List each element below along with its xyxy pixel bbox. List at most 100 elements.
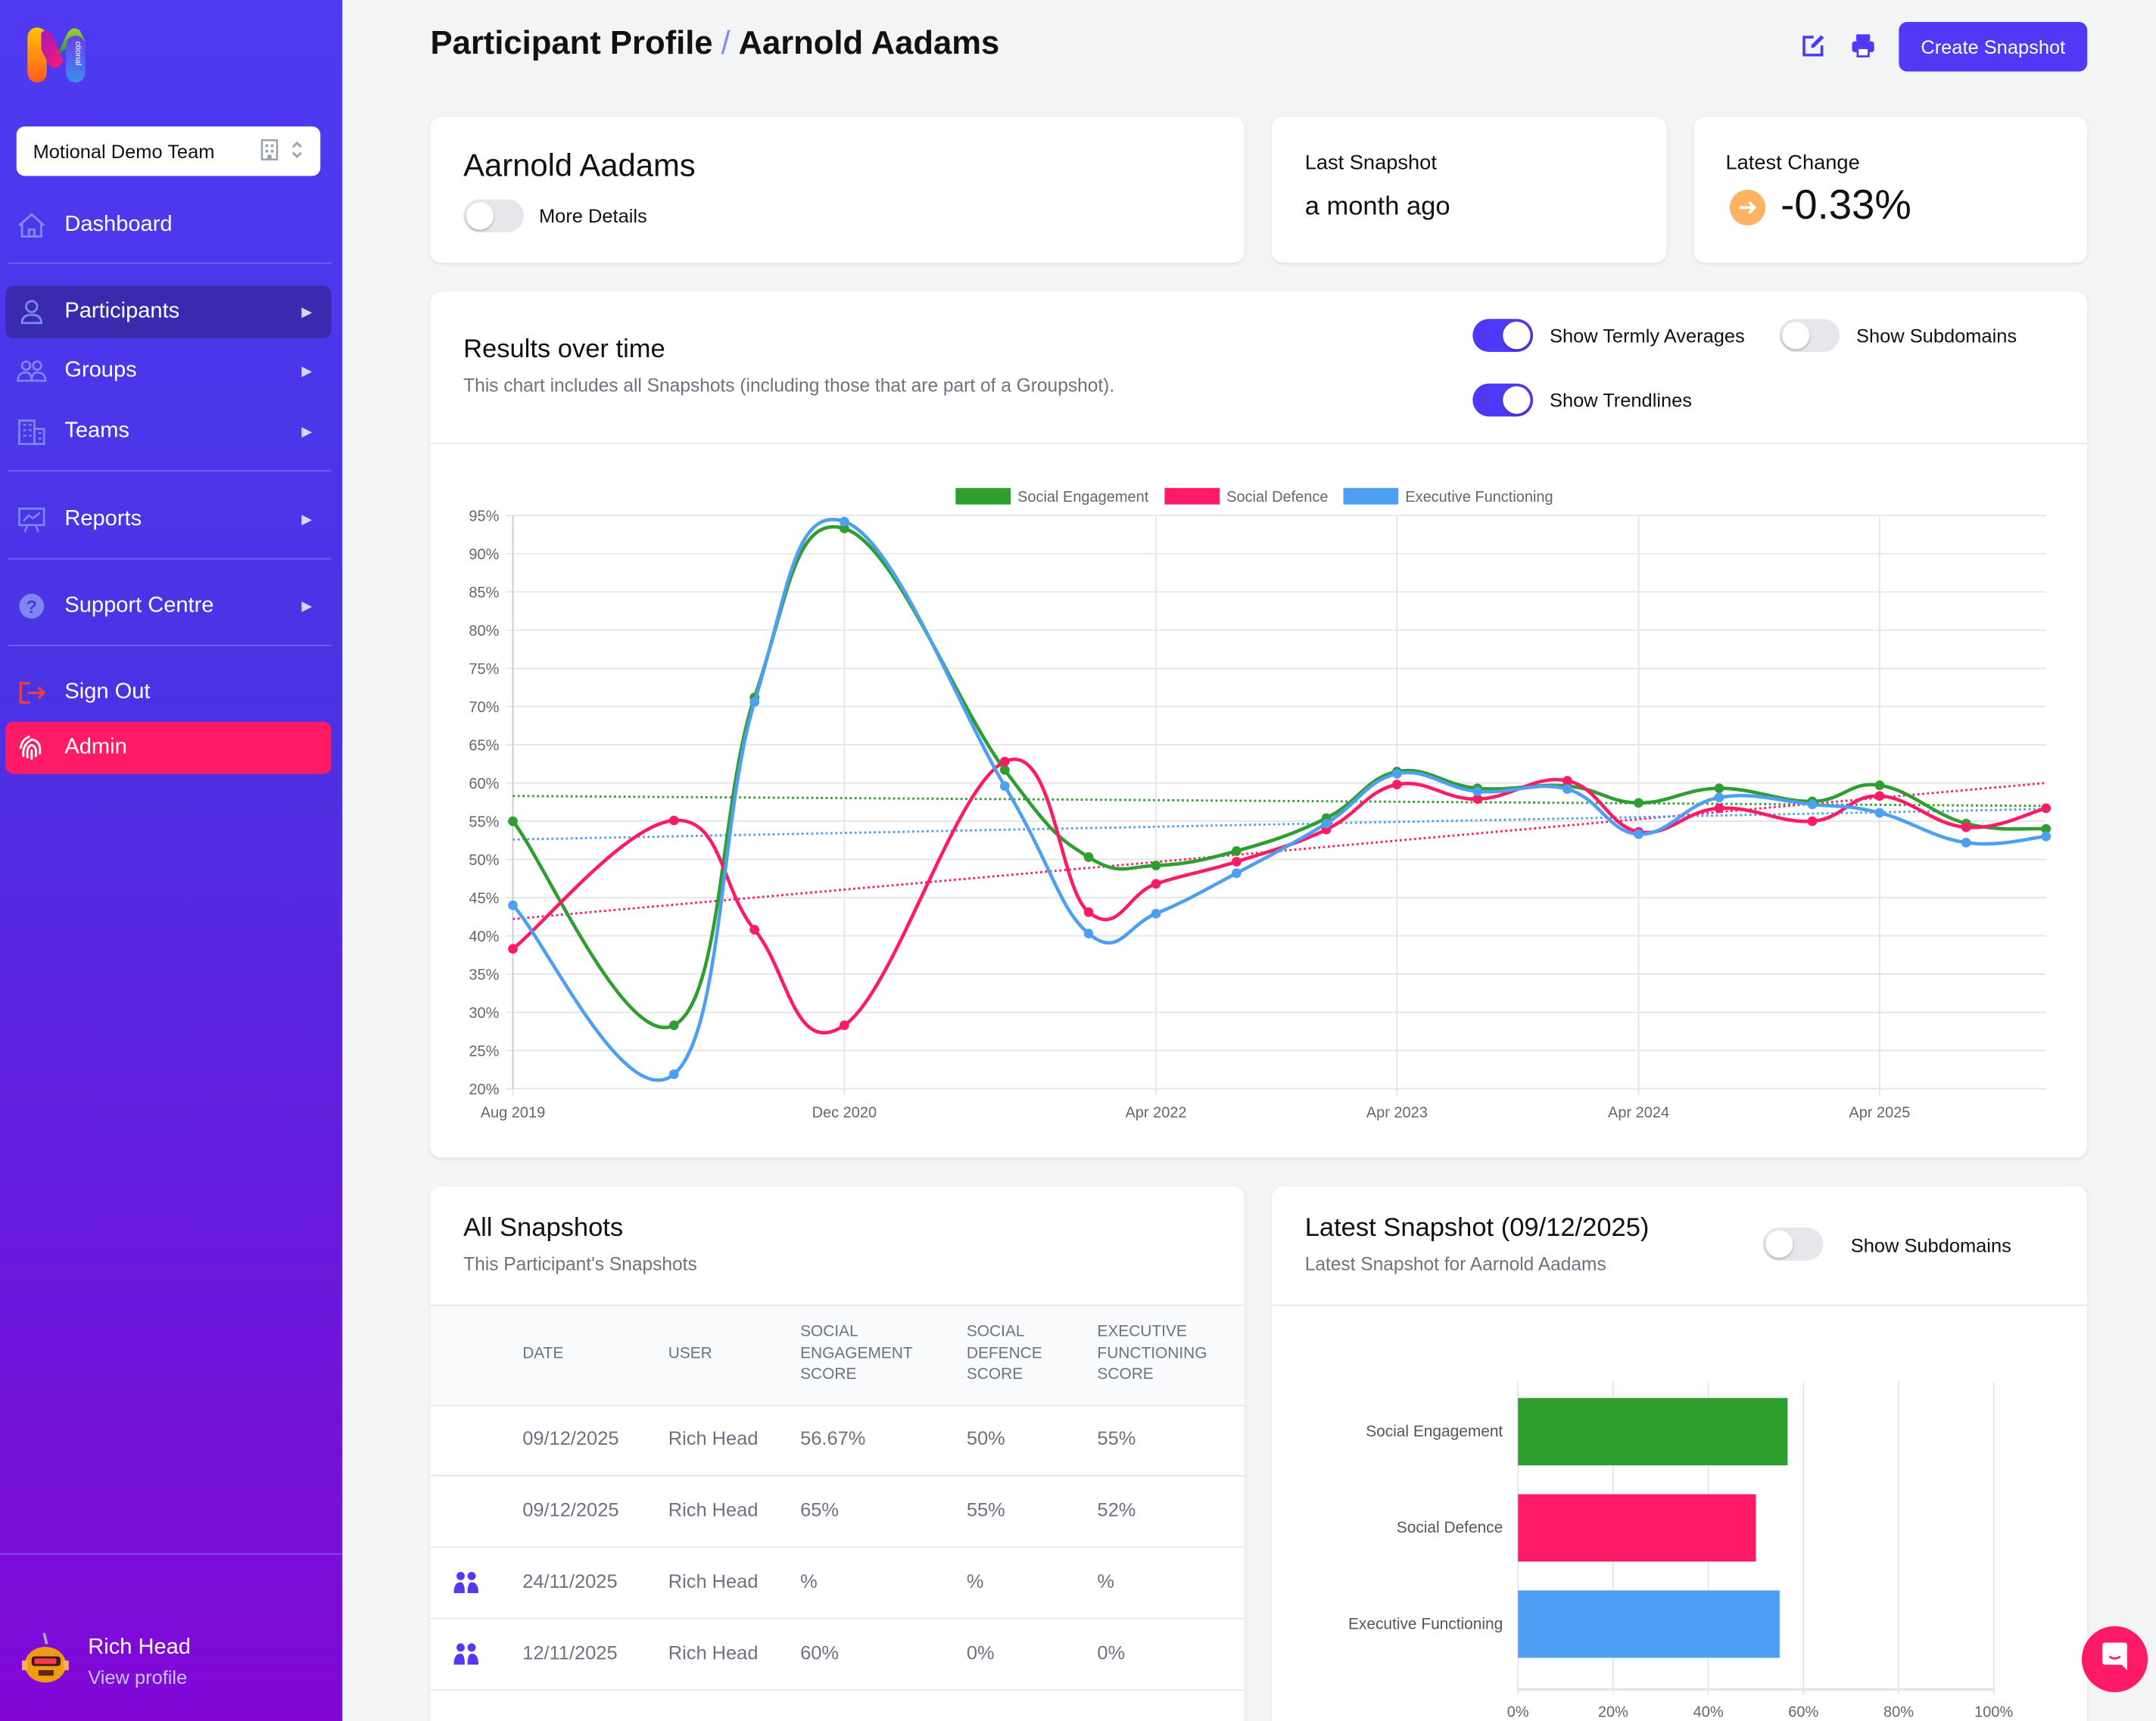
sidebar-divider	[8, 644, 332, 646]
data-point[interactable]	[749, 925, 760, 935]
trendlines-toggle[interactable]	[1472, 383, 1534, 417]
data-point[interactable]	[839, 523, 849, 534]
data-point[interactable]	[1874, 791, 1885, 801]
chat-launcher-button[interactable]	[2081, 1626, 2148, 1692]
bar[interactable]	[1518, 1590, 1780, 1658]
y-tick-label: 85%	[469, 584, 499, 601]
legend-label[interactable]: Executive Functioning	[1405, 489, 1553, 506]
table-row[interactable]: 12/11/2025 Rich Head 60% 0% 0%	[430, 1618, 1245, 1691]
data-point[interactable]	[668, 815, 679, 826]
legend-swatch[interactable]	[1164, 487, 1220, 505]
column-header-user[interactable]: User	[668, 1346, 712, 1362]
data-point[interactable]	[1151, 879, 1161, 889]
sidebar-item-reports[interactable]: Reports ▶	[5, 493, 331, 546]
data-point[interactable]	[1874, 780, 1885, 790]
data-point[interactable]	[999, 781, 1010, 791]
data-point[interactable]	[1562, 784, 1572, 795]
data-point[interactable]	[668, 1020, 679, 1031]
data-point[interactable]	[508, 944, 518, 954]
data-point[interactable]	[1083, 852, 1094, 862]
profile-link[interactable]: Rich Head View profile	[19, 1630, 191, 1692]
trendline	[513, 808, 2046, 841]
data-point[interactable]	[1472, 794, 1483, 804]
data-point[interactable]	[2041, 823, 2052, 834]
more-details-label: More Details	[539, 204, 647, 227]
data-point[interactable]	[1807, 816, 1818, 826]
data-point[interactable]	[508, 816, 518, 826]
column-header-social-engagement[interactable]: Social Engagement Score	[800, 1324, 913, 1383]
sidebar-item-groups[interactable]: Groups ▶	[5, 345, 331, 397]
cell-user: Rich Head	[668, 1641, 759, 1663]
sidebar-divider	[8, 262, 332, 264]
y-tick-label: 95%	[469, 508, 499, 524]
table-row[interactable]: 24/11/2025 Rich Head%%%	[430, 1546, 1245, 1620]
data-point[interactable]	[839, 1020, 849, 1031]
table-row[interactable]: 09/12/2025 Rich Head 65% 55% 52%	[430, 1475, 1245, 1548]
data-point[interactable]	[2041, 831, 2052, 842]
data-point[interactable]	[1321, 818, 1332, 829]
print-icon[interactable]	[1851, 33, 1878, 61]
x-tick-label: 40%	[1693, 1704, 1724, 1721]
data-point[interactable]	[1232, 857, 1242, 867]
data-point[interactable]	[2041, 803, 2052, 814]
profile-name: Rich Head	[88, 1635, 191, 1659]
sidebar-item-dashboard[interactable]: Dashboard	[5, 199, 331, 251]
bar[interactable]	[1518, 1494, 1756, 1562]
data-point[interactable]	[999, 756, 1010, 767]
legend-label[interactable]: Social Engagement	[1017, 489, 1149, 506]
motional-logo[interactable]: otional	[25, 25, 89, 86]
more-details-toggle[interactable]	[463, 199, 525, 232]
subdomains-toggle[interactable]	[1779, 319, 1840, 352]
view-profile-link[interactable]: View profile	[88, 1665, 188, 1688]
data-point[interactable]	[508, 900, 518, 910]
data-point[interactable]	[1391, 769, 1402, 779]
sidebar-item-teams[interactable]: Teams ▶	[5, 406, 331, 458]
data-point[interactable]	[1714, 783, 1724, 794]
data-point[interactable]	[668, 1069, 679, 1079]
table-row[interactable]: 09/12/2025 Rich Head 56.67% 50% 55%	[430, 1403, 1245, 1477]
data-point[interactable]	[1634, 798, 1643, 808]
latest-snapshot-bar-chart: 0% 20% 40% 60% 80% 100% Social Engagement Socia…	[1348, 1381, 2013, 1721]
data-point[interactable]	[749, 697, 760, 707]
data-point[interactable]	[1961, 837, 1971, 848]
data-point[interactable]	[1472, 786, 1483, 797]
data-point[interactable]	[1961, 822, 1971, 832]
edit-icon[interactable]	[1801, 33, 1828, 61]
data-point[interactable]	[1083, 929, 1094, 938]
latest-subdomains-toggle[interactable]	[1762, 1227, 1824, 1261]
column-header-social-defence[interactable]: Social Defence Score	[966, 1324, 1042, 1383]
sidebar-item-participants[interactable]: Participants ▶	[5, 285, 332, 338]
last-snapshot-card: Last Snapshot a month ago	[1272, 117, 1667, 263]
sidebar-item-sign-out[interactable]: Sign Out	[5, 667, 331, 719]
sidebar-item-admin[interactable]: Admin	[5, 721, 332, 774]
data-point[interactable]	[1151, 908, 1161, 919]
data-point[interactable]	[1714, 803, 1724, 814]
data-point[interactable]	[1391, 780, 1402, 789]
all-snapshots-card: All Snapshots This Participant's Snapsho…	[430, 1186, 1245, 1721]
team-select[interactable]: Motional Demo Team	[16, 126, 321, 176]
sidebar-item-support-centre[interactable]: ? Support Centre ▶	[5, 580, 331, 632]
participant-card: Aarnold Aadams More Details	[430, 117, 1245, 263]
data-point[interactable]	[1634, 829, 1643, 839]
termly-averages-toggle[interactable]	[1472, 319, 1534, 352]
data-point[interactable]	[1151, 860, 1161, 871]
data-point[interactable]	[1714, 792, 1724, 803]
column-header-date[interactable]: Date	[522, 1346, 564, 1362]
column-header-executive-functioning[interactable]: Executive Functioning Score	[1097, 1324, 1207, 1383]
create-snapshot-button[interactable]: Create Snapshot	[1899, 22, 2088, 72]
data-point[interactable]	[1232, 868, 1242, 879]
legend-swatch[interactable]	[1343, 487, 1399, 505]
legend-label[interactable]: Social Defence	[1226, 489, 1328, 506]
results-subtitle: This chart includes all Snapshots (inclu…	[463, 375, 1115, 397]
data-point[interactable]	[1874, 808, 1885, 818]
bar[interactable]	[1518, 1398, 1788, 1466]
data-point[interactable]	[1807, 799, 1818, 810]
data-point[interactable]	[1083, 907, 1094, 917]
breadcrumb-section[interactable]: Participant Profile	[430, 24, 713, 62]
data-point[interactable]	[999, 765, 1010, 775]
legend-swatch[interactable]	[955, 487, 1011, 505]
data-point[interactable]	[1562, 776, 1572, 786]
snapshots-subtitle: This Participant's Snapshots	[463, 1253, 697, 1274]
data-point[interactable]	[839, 516, 849, 527]
data-point[interactable]	[1232, 846, 1242, 856]
